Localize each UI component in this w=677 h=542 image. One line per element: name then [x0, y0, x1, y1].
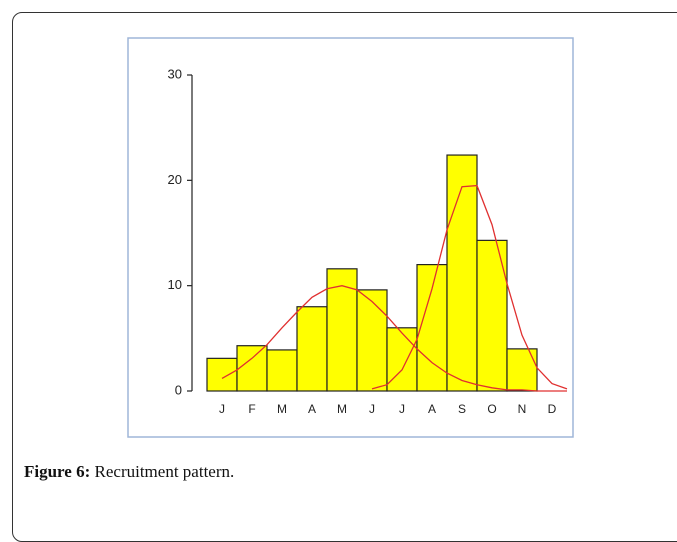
bar	[236, 345, 268, 392]
bar	[296, 306, 328, 392]
x-tick-label: A	[428, 402, 436, 416]
bar	[206, 357, 238, 392]
bar	[326, 268, 358, 392]
caption: Figure 6: Recruitment pattern.	[24, 462, 234, 482]
y-tick-label: 10	[168, 277, 182, 292]
x-tick-label: O	[487, 402, 496, 416]
caption-text: Recruitment pattern.	[94, 462, 235, 481]
bar	[416, 264, 448, 392]
fit-curve	[371, 184, 568, 390]
x-tick-label: A	[308, 402, 316, 416]
caption-label: Figure 6:	[24, 462, 91, 481]
page: {"chart_data": {"type": "bar", "categori…	[12, 12, 677, 542]
x-tick-label: J	[399, 402, 405, 416]
bar	[356, 289, 388, 392]
y-tick-label: 0	[175, 382, 182, 397]
x-tick-label: S	[458, 402, 466, 416]
bar	[476, 239, 508, 392]
y-tick-label: 30	[168, 66, 182, 81]
x-tick-label: D	[548, 402, 557, 416]
bar	[386, 327, 418, 392]
x-tick-label: M	[337, 402, 347, 416]
x-tick-label: N	[518, 402, 527, 416]
x-tick-label: J	[369, 402, 375, 416]
bar	[446, 154, 478, 392]
x-tick-label: F	[248, 402, 255, 416]
bar	[506, 348, 538, 392]
fit-curve	[221, 285, 567, 392]
x-tick-label: M	[277, 402, 287, 416]
chart: 0 10 20 30 J F M A M J J A S O N D	[127, 37, 574, 438]
x-tick-label: J	[219, 402, 225, 416]
y-tick-label: 20	[168, 172, 182, 187]
bar	[266, 349, 298, 392]
